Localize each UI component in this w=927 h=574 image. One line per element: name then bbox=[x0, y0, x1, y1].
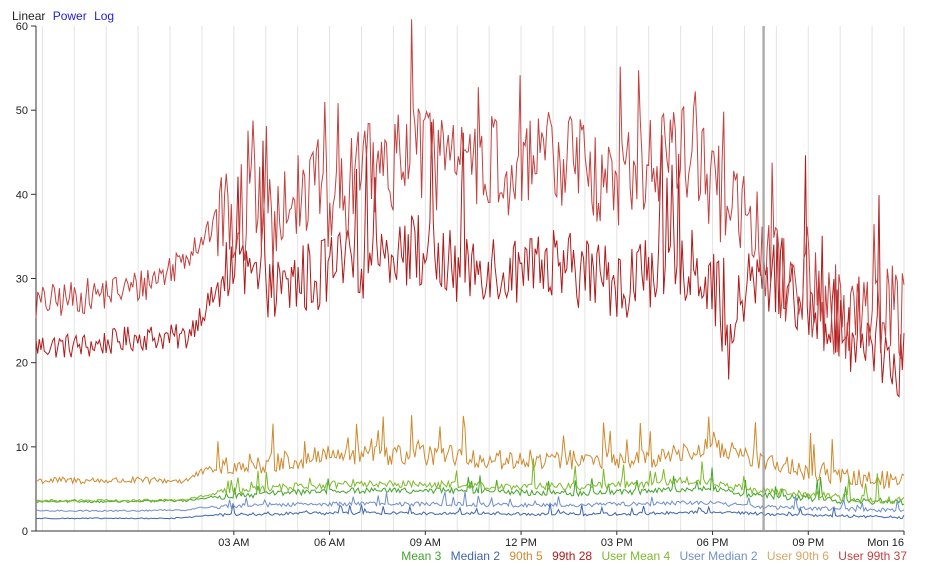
series-line-user-median bbox=[35, 491, 905, 513]
series-line-user-mean bbox=[35, 458, 905, 505]
x-tick-label: 12 PM bbox=[505, 537, 537, 549]
legend-item-user-99th[interactable]: User 99th 37 bbox=[838, 549, 907, 563]
y-tick-label: 30 bbox=[16, 274, 28, 286]
series-line-90th bbox=[35, 415, 905, 489]
series-line-99th bbox=[35, 121, 905, 398]
series-line-median bbox=[35, 502, 905, 520]
legend-item-user-mean[interactable]: User Mean 4 bbox=[601, 549, 671, 563]
y-tick-label: 10 bbox=[16, 442, 28, 454]
y-tick-label: 60 bbox=[16, 21, 28, 33]
y-axis: 0 10 20 30 40 50 60 bbox=[16, 21, 37, 538]
x-tick-label: 06 AM bbox=[314, 537, 345, 549]
x-tick-label: 06 PM bbox=[697, 537, 729, 549]
chart-series bbox=[35, 19, 905, 520]
scale-option-linear[interactable]: Linear bbox=[12, 9, 46, 23]
scale-option-power[interactable]: Power bbox=[52, 9, 87, 23]
y-tick-label: 20 bbox=[16, 358, 28, 370]
legend-item-user-median[interactable]: User Median 2 bbox=[679, 549, 758, 563]
legend-item-mean[interactable]: Mean 3 bbox=[401, 549, 442, 563]
series-line-user-99th bbox=[35, 19, 905, 360]
legend-item-user-90th[interactable]: User 90th 6 bbox=[766, 549, 829, 563]
x-tick-label: 03 AM bbox=[218, 537, 249, 549]
legend-item-99th[interactable]: 99th 28 bbox=[552, 549, 593, 563]
legend-item-median[interactable]: Median 2 bbox=[450, 549, 500, 563]
legend: Mean 3 Median 2 90th 5 99th 28 User Mean… bbox=[395, 549, 907, 563]
scale-toggle: Linear Power Log bbox=[12, 9, 118, 23]
legend-item-90th[interactable]: 90th 5 bbox=[509, 549, 543, 563]
x-tick-label: 09 AM bbox=[410, 537, 441, 549]
y-tick-label: 0 bbox=[22, 526, 28, 538]
x-tick-label: 09 PM bbox=[792, 537, 824, 549]
x-tick-label: 03 PM bbox=[601, 537, 633, 549]
scale-option-log[interactable]: Log bbox=[94, 9, 115, 23]
x-tick-label: Mon 16 bbox=[867, 537, 904, 549]
y-tick-label: 50 bbox=[16, 105, 28, 117]
y-tick-label: 40 bbox=[16, 189, 28, 201]
x-axis: 03 AM 06 AM 09 AM 12 PM 03 PM 06 PM 09 PM Mon 1… bbox=[36, 530, 905, 549]
